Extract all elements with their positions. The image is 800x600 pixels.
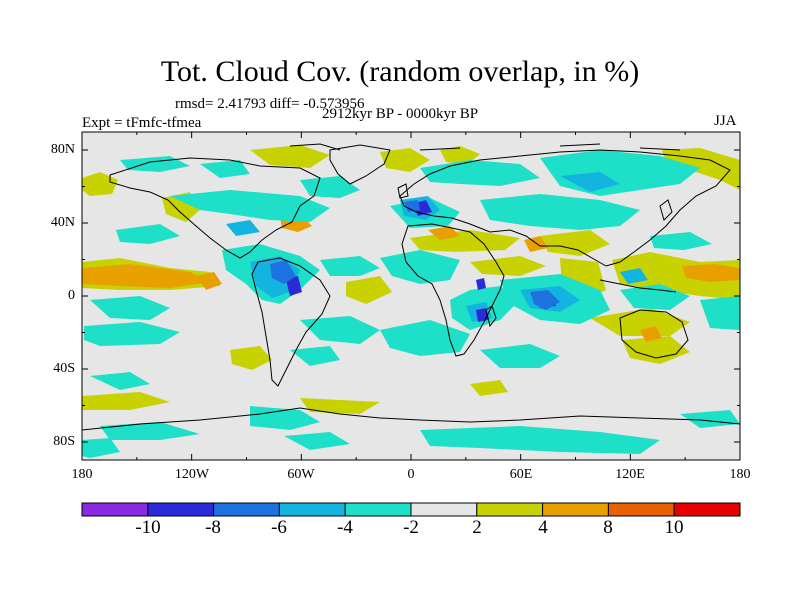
colorbar-box xyxy=(344,502,412,517)
europe-asia-coast xyxy=(399,149,731,267)
indonesia-coast xyxy=(599,279,677,293)
x-tick-label: 60E xyxy=(509,467,533,482)
antarctica-coast xyxy=(82,407,740,431)
colorbar-label: 8 xyxy=(603,517,613,538)
arctic-islands-coast xyxy=(289,143,681,151)
japan-coast xyxy=(659,199,673,221)
north-america-coast xyxy=(109,157,321,259)
colorbar-box xyxy=(278,502,346,517)
y-tick-label: 80N xyxy=(50,142,75,157)
x-tick-label: 180 xyxy=(71,467,93,482)
period-text: 2912kyr BP - 0000kyr BP xyxy=(322,106,479,122)
x-tick-label: 180 xyxy=(729,467,751,482)
tick-marks xyxy=(81,132,741,460)
experiment-label: Expt = tFmfc-tfmea xyxy=(82,115,202,131)
x-tick-label: 0 xyxy=(407,467,415,482)
y-tick-label: 80S xyxy=(53,434,75,449)
colorbar-box xyxy=(213,502,280,517)
australia-coast xyxy=(619,309,689,359)
colorbar-box xyxy=(607,502,675,517)
stats-text: rmsd= 2.41793 diff= -0.573956 xyxy=(175,96,365,112)
x-tick-label: 60W xyxy=(287,467,315,482)
y-tick-label: 40S xyxy=(53,361,75,376)
deep-negative-anomaly-regions xyxy=(270,200,560,310)
colorbar-label: -10 xyxy=(135,517,161,538)
colorbar-box xyxy=(673,502,741,517)
colorbar-box xyxy=(542,502,609,517)
map-field xyxy=(82,132,740,460)
colorbar-box xyxy=(410,502,478,517)
colorbar-label: -4 xyxy=(337,517,353,538)
x-tick-label: 120W xyxy=(174,467,210,482)
south-america-coast xyxy=(251,257,331,387)
y-tick-label: 0 xyxy=(68,288,75,303)
season-label: JJA xyxy=(714,113,737,129)
x-tick-label: 120E xyxy=(615,467,645,482)
africa-coast xyxy=(401,223,505,357)
plot-title: Tot. Cloud Cov. (random overlap, in %) xyxy=(160,55,640,88)
colorbar-box xyxy=(476,502,544,517)
colorbar-box xyxy=(147,502,215,517)
madagascar-coast xyxy=(485,305,497,328)
negative-anomaly-regions xyxy=(82,150,740,458)
colorbar-label: 2 xyxy=(472,517,482,538)
colorbar xyxy=(81,502,741,517)
colorbar-label: -8 xyxy=(205,517,221,538)
colorbar-box xyxy=(81,502,149,517)
colorbar-label: 10 xyxy=(664,517,684,538)
coastlines xyxy=(82,143,740,431)
colorbar-label: -6 xyxy=(271,517,287,538)
strong-positive-anomaly-regions xyxy=(82,214,740,342)
colorbar-label: 4 xyxy=(538,517,548,538)
greenland-coast xyxy=(329,144,391,185)
british-isles-coast xyxy=(397,183,409,199)
colorbar-label: -2 xyxy=(403,517,419,538)
y-tick-label: 40N xyxy=(50,215,75,230)
